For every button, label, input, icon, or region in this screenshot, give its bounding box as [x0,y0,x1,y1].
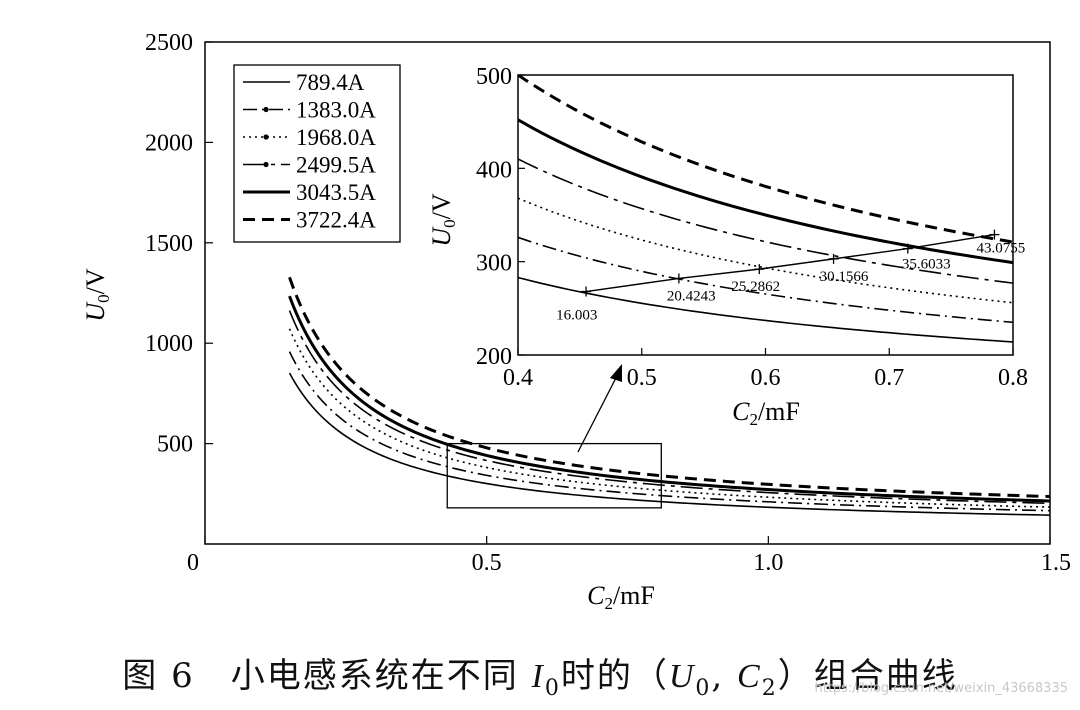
main-curve-3043.5A [288,295,1050,503]
main-curves [288,276,1050,516]
main-plot-frame [204,41,1051,545]
figure-caption: 图 6 小电感系统在不同 I0时的（U0, C2）组合曲线 [0,648,1080,701]
legend-label-3043.5A: 3043.5A [296,180,376,205]
inset-curve-789.4A [518,276,1013,343]
main-y-tick-label: 2000 [145,130,193,156]
inset-x-tick-label: 0.6 [751,365,781,391]
inset-x-label: C2/mF [732,397,800,429]
main-x-tick-label: 0 [187,550,199,576]
zoom-arrow [577,371,620,453]
main-y-tick-label: 2500 [145,30,193,56]
inset-y-tick-label: 300 [476,251,512,277]
inset-curve-3722.4A [518,75,1013,244]
inset-x-tick-label: 0.8 [998,365,1028,391]
main-x-tick-label: 0.5 [472,550,502,576]
main-x-tick-label: 1.0 [753,550,783,576]
main-curve-1968.0A [288,328,1050,508]
main-x-label: C2/mF [587,581,655,613]
watermark: https://blog.csdn.net/weixin_43668335 [814,681,1068,696]
inset-y-tick-label: 400 [476,157,512,183]
caption-var-c: C [737,658,762,695]
caption-var-i: I [531,658,545,695]
inset-y-ticks: 200 300 400 500 [476,64,525,370]
operating-line [585,233,995,293]
caption-suffix: ）组合曲线 [777,656,958,696]
inset-curve-3043.5A [518,118,1013,265]
legend-label-1968.0A: 1968.0A [296,125,376,150]
caption-mid: 时的（ [560,656,669,696]
caption-prefix: 图 6 小电感系统在不同 [122,656,519,696]
main-curve-3722.4A [288,276,1050,499]
legend-label-3722.4A: 3722.4A [296,208,376,233]
inset-x-tick-label: 0.5 [627,365,657,391]
inset-x-ticks: 0.4 0.5 0.6 0.7 0.8 [503,348,1028,391]
legend-label-2499.5A: 2499.5A [296,153,376,178]
legend-label-789.4A: 789.4A [296,70,365,95]
legend-frame [233,64,401,243]
operating-point-label: 43.0755 [976,241,1025,257]
operating-point-label: 25.2862 [731,279,780,295]
legend-label-1383.0A: 1383.0A [296,98,376,123]
zoom-box [446,442,662,509]
main-y-label: U0/V [81,268,113,322]
legend-marker-1968.0A [263,134,269,140]
inset-x-tick-label: 0.7 [874,365,904,391]
inset-chart: 16.003 20.4243 25.2862 30.1566 35.6033 43.075… [427,64,1028,429]
operating-point-label: 30.1566 [820,269,869,285]
operating-point-label: 16.003 [556,308,597,324]
main-y-tick-label: 500 [157,432,193,458]
inset-y-tick-label: 200 [476,344,512,370]
operating-point-label: 20.4243 [667,288,716,304]
main-curve-1383.0A [288,351,1050,512]
inset-curve-1383.0A [518,236,1013,324]
caption-sub-u: 0 [695,675,712,701]
main-curve-789.4A [288,372,1050,516]
caption-sep: , [711,656,738,696]
inset-x-tick-label: 0.4 [503,365,533,391]
caption-sub-i: 0 [544,675,561,701]
caption-sub-c: 2 [761,675,778,701]
inset-curve-2499.5A [518,158,1013,284]
main-x-ticks: 0 0.5 1.0 1.5 [187,536,1071,576]
main-y-tick-label: 1500 [145,231,193,257]
inset-curves [518,75,1013,343]
inset-y-tick-label: 500 [476,64,512,90]
caption-var-u: U [668,658,696,695]
zoom-arrow-head [610,364,622,382]
main-chart: 500 1000 1500 2000 2500 0 0.5 1.0 1.5 C2/mF U0/… [81,30,1071,613]
operating-point-label: 35.6033 [902,257,951,273]
main-x-tick-label: 1.5 [1041,550,1071,576]
legend-marker-1383.0A [263,106,269,113]
legend-marker-2499.5A [263,161,269,168]
inset-y-label: U0/V [427,193,459,247]
main-curve-2499.5A [288,310,1050,505]
main-y-tick-label: 1000 [145,331,193,357]
main-y-ticks: 500 1000 1500 2000 2500 [145,30,213,458]
